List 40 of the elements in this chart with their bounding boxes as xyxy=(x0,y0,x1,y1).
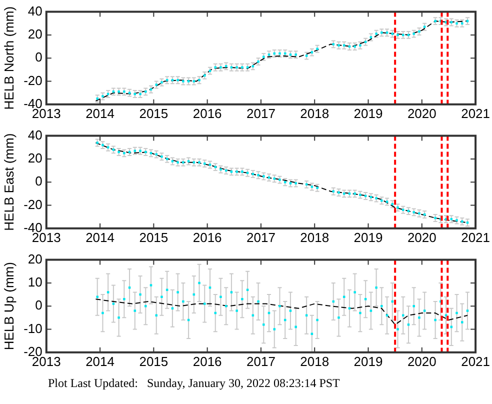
y-tick-label: 20 xyxy=(28,26,42,42)
y-tick-label: 20 xyxy=(28,150,42,166)
x-tick-label: 2015 xyxy=(139,106,168,121)
y-tick-label: 40 xyxy=(28,127,42,142)
y-tick-label: 0 xyxy=(35,298,42,313)
y-tick-label: 20 xyxy=(28,251,42,266)
x-tick-label: 2020 xyxy=(407,354,436,369)
x-tick-label: 2014 xyxy=(86,106,114,121)
x-tick-label: 2016 xyxy=(192,106,222,121)
x-tick-label: 2015 xyxy=(139,354,168,369)
x-tick-label: 2019 xyxy=(354,106,383,121)
x-tick-label: 2016 xyxy=(192,230,222,245)
x-tick-label: 2019 xyxy=(354,354,383,369)
x-tick-label: 2014 xyxy=(86,230,114,245)
x-tick-label: 2020 xyxy=(407,230,436,245)
x-tick-label: 2021 xyxy=(461,106,490,121)
x-tick-label: 2019 xyxy=(354,230,383,245)
y-tick-label: -10 xyxy=(24,320,42,336)
x-tick-label: 2021 xyxy=(461,230,490,245)
x-tick-label: 2014 xyxy=(86,354,114,369)
x-tick-label: 2015 xyxy=(139,230,168,245)
y-tick-label: 0 xyxy=(35,50,42,65)
x-tick-label: 2017 xyxy=(246,106,276,121)
y-tick-label: 40 xyxy=(28,3,42,18)
y-axis-title: HELB Up (mm) xyxy=(1,262,16,350)
y-axis-title: HELB North (mm) xyxy=(1,6,16,110)
x-tick-label: 2018 xyxy=(300,354,330,369)
x-tick-label: 2018 xyxy=(300,230,330,245)
x-tick-label: 2020 xyxy=(407,106,436,121)
text: Plot Last Updated: Sunday, January 30, 2022 08:23:14 PST xyxy=(47,375,341,391)
x-tick-label: 2017 xyxy=(246,230,276,245)
y-tick-label: 10 xyxy=(28,274,42,290)
y-tick-label: -20 xyxy=(24,72,42,88)
y-tick-label: -20 xyxy=(24,196,42,212)
x-tick-label: 2017 xyxy=(246,354,276,369)
x-tick-label: 2016 xyxy=(192,354,222,369)
y-axis-title: HELB East (mm) xyxy=(1,133,16,231)
x-tick-label: 2021 xyxy=(461,354,490,369)
y-tick-label: 0 xyxy=(35,174,42,189)
x-tick-label: 2018 xyxy=(300,106,330,121)
